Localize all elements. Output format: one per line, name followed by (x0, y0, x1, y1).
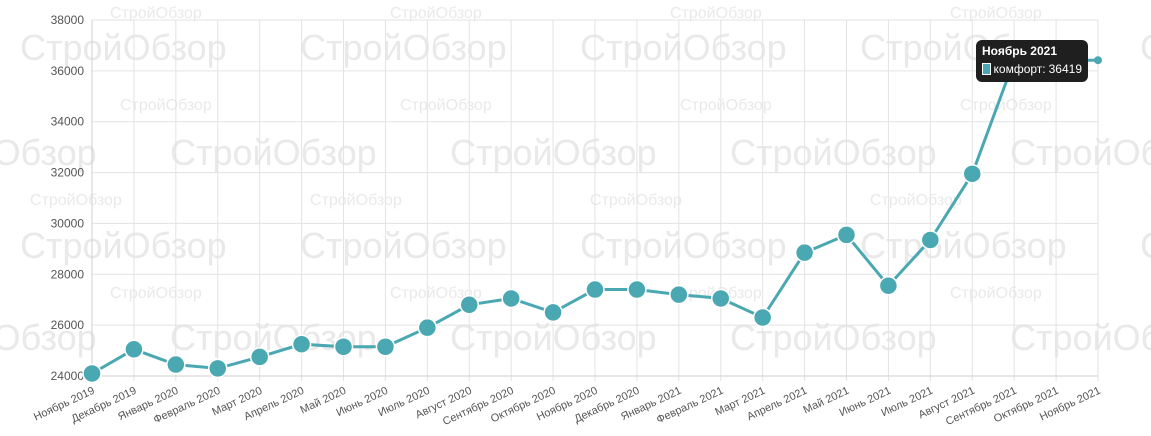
watermark-text: СтройОбзор (0, 132, 97, 173)
watermark-text: СтройОбзор (670, 5, 762, 22)
data-point[interactable] (166, 354, 186, 375)
watermark-text: СтройОбзор (1140, 27, 1151, 68)
y-axis-ticks: 24000 26000 28000 30000 32000 34000 36000 38000 (51, 13, 85, 383)
tooltip-value: 36419 (1048, 62, 1082, 76)
y-tick-label: 30000 (51, 216, 85, 230)
data-point[interactable] (669, 284, 689, 305)
chart-grid (91, 19, 1099, 381)
y-tick-label: 32000 (51, 166, 85, 180)
watermark-text: СтройОбзор (110, 285, 202, 302)
watermark-text: СтройОбзор (400, 97, 492, 114)
watermark-text: СтройОбзор (30, 192, 122, 209)
watermark-text: СтройОбзор (1140, 225, 1151, 266)
watermark-text: СтройОбзор (680, 97, 772, 114)
watermark-text: СтройОбзор (20, 27, 227, 68)
y-tick-label: 26000 (51, 318, 85, 332)
tooltip-title: Ноябрь 2021 (982, 44, 1057, 58)
y-tick-label: 36000 (51, 64, 85, 78)
tooltip-series-label: комфорт: (993, 62, 1046, 76)
data-point[interactable] (543, 302, 563, 323)
watermark-text: СтройОбзор (580, 27, 787, 68)
watermark-text: СтройОбзор (590, 192, 682, 209)
watermark-text: СтройОбзор (110, 5, 202, 22)
watermark-text: СтройОбзор (20, 225, 227, 266)
data-point[interactable] (878, 275, 899, 296)
watermark-text: СтройОбзор (870, 192, 962, 209)
watermark-text: СтройОбзор (950, 5, 1042, 22)
watermark-text: СтройОбзор (580, 225, 787, 266)
watermark-layer: СтройОбзор СтройОбзор СтройОбзор СтройОбзор… (0, 5, 1151, 358)
watermark-text: СтройОбзор (300, 225, 507, 266)
watermark-text: СтройОбзор (960, 97, 1052, 114)
watermark-text: СтройОбзор (0, 317, 97, 358)
watermark-text: СтройОбзор (950, 285, 1042, 302)
tooltip: Ноябрь 2021 комфорт: 36419 (976, 40, 1088, 82)
data-point[interactable] (752, 307, 773, 328)
y-tick-label: 28000 (51, 267, 85, 281)
data-point[interactable] (920, 230, 941, 250)
y-tick-label: 38000 (51, 13, 85, 27)
tooltip-row: комфорт: 36419 (982, 62, 1082, 76)
watermark-text: СтройОбзор (730, 132, 937, 173)
data-point[interactable] (459, 295, 479, 315)
data-point[interactable] (711, 288, 731, 309)
data-point[interactable] (124, 339, 144, 360)
watermark-text: СтройОбзор (860, 225, 1067, 266)
data-point[interactable] (291, 334, 312, 354)
watermark-text: СтройОбзор (1010, 317, 1151, 358)
data-point[interactable] (585, 279, 605, 300)
watermark-text: СтройОбзор (390, 285, 482, 302)
watermark-text: СтройОбзор (170, 132, 377, 173)
data-point[interactable] (836, 225, 857, 245)
y-tick-label: 34000 (51, 115, 85, 129)
data-point[interactable] (249, 347, 270, 367)
watermark-text: СтройОбзор (300, 27, 507, 68)
data-point[interactable] (794, 242, 815, 263)
data-point[interactable] (208, 358, 228, 379)
watermark-text: СтройОбзор (390, 5, 482, 22)
watermark-text: СтройОбзор (120, 97, 212, 114)
data-point[interactable] (1094, 56, 1102, 65)
data-point[interactable] (333, 337, 354, 357)
data-point[interactable] (375, 337, 396, 357)
data-point[interactable] (82, 363, 102, 384)
data-point[interactable] (627, 279, 647, 300)
watermark-text: СтройОбзор (1010, 132, 1151, 173)
y-tick-label: 24000 (51, 369, 85, 383)
watermark-text: СтройОбзор (310, 192, 402, 209)
tooltip-color-swatch (982, 63, 991, 75)
data-point[interactable] (501, 288, 521, 309)
data-point[interactable] (962, 164, 982, 184)
data-point[interactable] (417, 317, 438, 338)
